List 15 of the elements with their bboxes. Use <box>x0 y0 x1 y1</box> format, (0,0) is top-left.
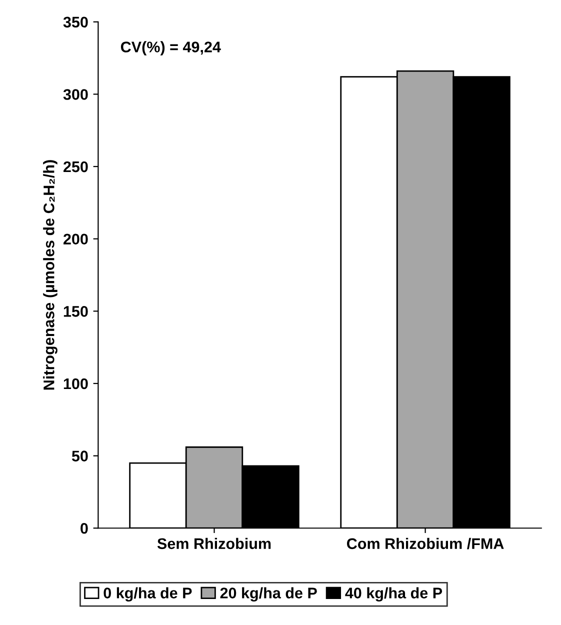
y-tick-label: 300 <box>63 89 88 100</box>
legend-label: 0 kg/ha de P <box>104 587 192 602</box>
y-tick-label: 250 <box>63 161 88 172</box>
legend-label: 40 kg/ha de P <box>345 587 442 602</box>
y-tick-label: 100 <box>64 378 88 390</box>
legend-label: 20 kg/ha de P <box>220 587 317 602</box>
y-axis-title: Nitrogenase (µmoles de C₂H₂/h) <box>43 160 58 390</box>
y-tick-label: 50 <box>72 450 88 462</box>
x-tick-label: Com Rhizobium /FMA <box>346 538 504 550</box>
x-tick-label: Sem Rhizobium <box>157 538 271 550</box>
y-tick-label: 150 <box>64 306 88 317</box>
annotation: CV(%) = 49,24 <box>120 41 221 56</box>
y-tick-label: 0 <box>80 522 88 534</box>
y-tick-label: 200 <box>63 234 88 245</box>
y-tick-label: 350 <box>63 16 88 28</box>
